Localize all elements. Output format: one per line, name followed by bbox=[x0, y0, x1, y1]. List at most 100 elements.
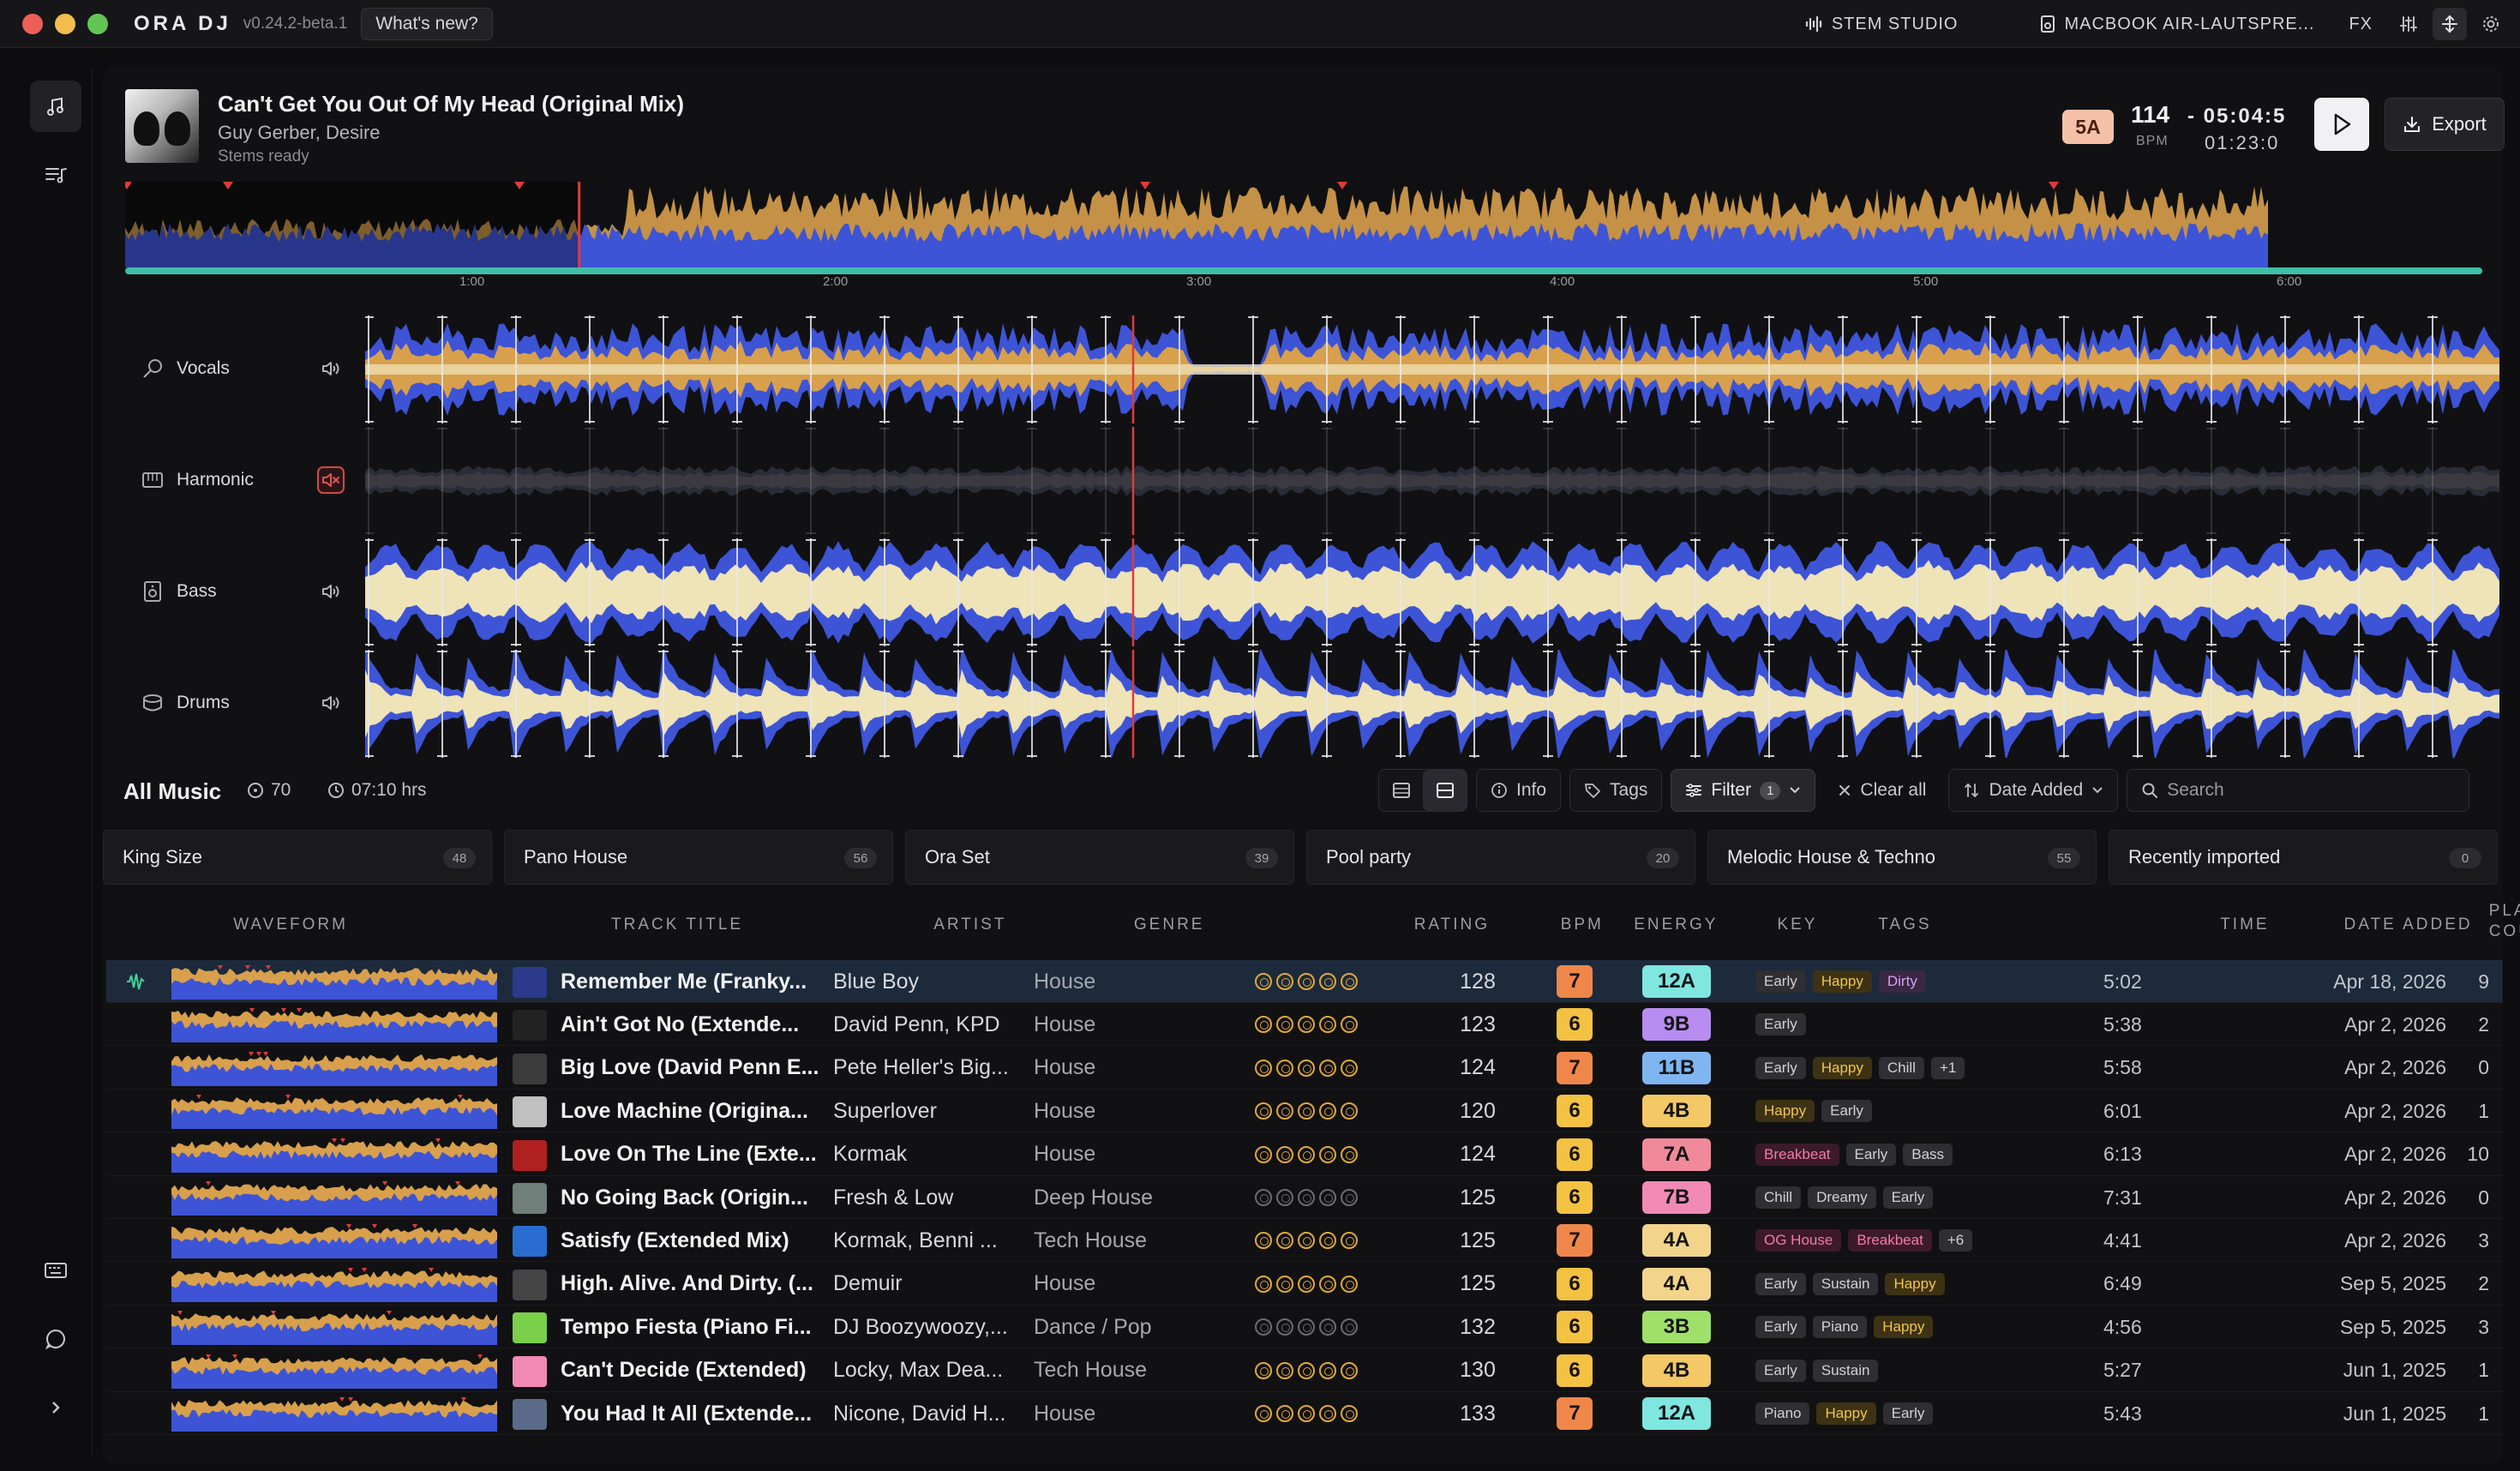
stem-mute-button[interactable] bbox=[317, 578, 345, 605]
tag-chip[interactable]: Happy bbox=[1812, 970, 1872, 993]
rating-star-icon[interactable] bbox=[1298, 1232, 1315, 1250]
track-waveform[interactable] bbox=[171, 1095, 497, 1130]
rating-star-icon[interactable] bbox=[1298, 1102, 1315, 1120]
rating-star-icon[interactable] bbox=[1255, 1361, 1272, 1379]
close-window-button[interactable] bbox=[22, 13, 43, 34]
track-waveform[interactable] bbox=[171, 1397, 497, 1432]
track-waveform[interactable] bbox=[171, 1311, 497, 1346]
tag-chip[interactable]: Happy bbox=[1874, 1316, 1934, 1339]
zoom-window-button[interactable] bbox=[87, 13, 108, 34]
rating-star-icon[interactable] bbox=[1298, 1361, 1315, 1379]
rating-star-icon[interactable] bbox=[1255, 1318, 1272, 1336]
col-play-count-line1[interactable]: PLAY bbox=[2488, 902, 2520, 920]
table-row[interactable]: Ain't Got No (Extende... David Penn, KPD H… bbox=[106, 1003, 2503, 1047]
list-view-button[interactable] bbox=[1379, 770, 1423, 811]
tag-chip[interactable]: Dreamy bbox=[1808, 1186, 1876, 1209]
track-waveform[interactable] bbox=[171, 965, 497, 1000]
rating-star-icon[interactable] bbox=[1255, 1016, 1272, 1034]
rating-star-icon[interactable] bbox=[1276, 973, 1293, 990]
track-rating[interactable] bbox=[1255, 1090, 1358, 1132]
tag-chip[interactable]: Early bbox=[1755, 970, 1806, 993]
table-row[interactable]: Tempo Fiesta (Piano Fi... DJ Boozywoozy,.… bbox=[106, 1306, 2503, 1349]
track-waveform[interactable] bbox=[171, 1267, 497, 1302]
playlist-card[interactable]: King Size 48 bbox=[103, 830, 492, 885]
tag-chip[interactable]: Happy bbox=[1812, 1056, 1872, 1079]
stems-view-button[interactable] bbox=[2433, 8, 2467, 40]
track-waveform[interactable] bbox=[171, 1138, 497, 1173]
table-row[interactable]: High. Alive. And Dirty. (... Demuir House 1… bbox=[106, 1263, 2503, 1306]
table-row[interactable]: Remember Me (Franky... Blue Boy House 128 7 1… bbox=[106, 960, 2503, 1003]
col-play-count-line2[interactable]: COUNT bbox=[2488, 922, 2520, 940]
tag-chip[interactable]: Early bbox=[1755, 1272, 1806, 1295]
rating-star-icon[interactable] bbox=[1319, 1361, 1336, 1379]
sidebar-chat-button[interactable] bbox=[30, 1313, 81, 1365]
rating-star-icon[interactable] bbox=[1341, 1102, 1358, 1120]
rating-star-icon[interactable] bbox=[1276, 1016, 1293, 1034]
playlist-card[interactable]: Melodic House & Techno 55 bbox=[1707, 830, 2097, 885]
tag-chip[interactable]: Early bbox=[1882, 1402, 1934, 1425]
fx-button[interactable]: FX bbox=[2349, 15, 2373, 34]
col-title[interactable]: TRACK TITLE bbox=[611, 916, 744, 934]
table-row[interactable]: No Going Back (Origin... Fresh & Low Deep … bbox=[106, 1176, 2503, 1219]
rating-star-icon[interactable] bbox=[1319, 1318, 1336, 1336]
tag-chip[interactable]: Happy bbox=[1816, 1402, 1876, 1425]
settings-button[interactable] bbox=[2474, 8, 2508, 40]
track-rating[interactable] bbox=[1255, 1263, 1358, 1306]
rating-star-icon[interactable] bbox=[1276, 1275, 1293, 1293]
rating-star-icon[interactable] bbox=[1298, 1189, 1315, 1206]
rating-star-icon[interactable] bbox=[1276, 1361, 1293, 1379]
playlist-card[interactable]: Ora Set 39 bbox=[905, 830, 1294, 885]
sidebar-expand-button[interactable] bbox=[30, 1382, 81, 1433]
table-row[interactable]: Love Machine (Origina... Superlover House 1… bbox=[106, 1090, 2503, 1133]
track-rating[interactable] bbox=[1255, 1349, 1358, 1392]
rating-star-icon[interactable] bbox=[1255, 1145, 1272, 1163]
tag-chip[interactable]: Sustain bbox=[1812, 1359, 1879, 1382]
rating-star-icon[interactable] bbox=[1298, 1275, 1315, 1293]
rating-star-icon[interactable] bbox=[1341, 1189, 1358, 1206]
table-row[interactable]: You Had It All (Extende... Nicone, David … bbox=[106, 1392, 2503, 1435]
rating-star-icon[interactable] bbox=[1298, 1059, 1315, 1077]
rating-star-icon[interactable] bbox=[1276, 1145, 1293, 1163]
track-rating[interactable] bbox=[1255, 1306, 1358, 1348]
rating-star-icon[interactable] bbox=[1298, 1145, 1315, 1163]
rating-star-icon[interactable] bbox=[1255, 1189, 1272, 1206]
mixer-button[interactable] bbox=[2391, 8, 2426, 40]
col-time[interactable]: TIME bbox=[2220, 916, 2270, 934]
rating-star-icon[interactable] bbox=[1341, 1232, 1358, 1250]
stem-waveform[interactable] bbox=[365, 315, 2499, 423]
playlist-card[interactable]: Recently imported 0 bbox=[2109, 830, 2498, 885]
table-row[interactable]: Big Love (David Penn E... Pete Heller's B… bbox=[106, 1047, 2503, 1090]
sidebar-music-button[interactable] bbox=[30, 81, 81, 132]
rating-star-icon[interactable] bbox=[1341, 1318, 1358, 1336]
rating-star-icon[interactable] bbox=[1255, 1059, 1272, 1077]
table-row[interactable]: Love On The Line (Exte... Kormak House 124 6… bbox=[106, 1133, 2503, 1176]
rating-star-icon[interactable] bbox=[1298, 973, 1315, 990]
stem-waveform[interactable] bbox=[365, 538, 2499, 646]
col-genre[interactable]: GENRE bbox=[1133, 916, 1205, 934]
rating-star-icon[interactable] bbox=[1319, 1016, 1336, 1034]
rating-star-icon[interactable] bbox=[1341, 1361, 1358, 1379]
tag-chip[interactable]: Early bbox=[1755, 1056, 1806, 1079]
tag-chip[interactable]: Piano bbox=[1812, 1316, 1868, 1339]
stem-mute-button[interactable] bbox=[317, 466, 345, 494]
track-rating[interactable] bbox=[1255, 1133, 1358, 1176]
rating-star-icon[interactable] bbox=[1276, 1232, 1293, 1250]
rating-star-icon[interactable] bbox=[1341, 1405, 1358, 1422]
waveform-view-button[interactable] bbox=[1423, 770, 1467, 811]
rating-star-icon[interactable] bbox=[1276, 1189, 1293, 1206]
playlist-card[interactable]: Pano House 56 bbox=[504, 830, 893, 885]
tag-chip[interactable]: Early bbox=[1755, 1359, 1806, 1382]
rating-star-icon[interactable] bbox=[1341, 1275, 1358, 1293]
output-device-button[interactable]: MACBOOK AIR-LAUTSPRE... bbox=[2040, 15, 2314, 34]
sidebar-playlist-button[interactable] bbox=[30, 149, 81, 201]
stem-studio-button[interactable]: STEM STUDIO bbox=[1804, 15, 1959, 34]
track-rating[interactable] bbox=[1255, 1047, 1358, 1090]
stem-waveform[interactable] bbox=[365, 650, 2499, 758]
tag-chip[interactable]: Happy bbox=[1885, 1272, 1945, 1295]
rating-star-icon[interactable] bbox=[1255, 1405, 1272, 1422]
rating-star-icon[interactable] bbox=[1341, 1059, 1358, 1077]
rating-star-icon[interactable] bbox=[1319, 973, 1336, 990]
track-rating[interactable] bbox=[1255, 1219, 1358, 1262]
track-rating[interactable] bbox=[1255, 1392, 1358, 1435]
tag-chip[interactable]: Breakbeat bbox=[1848, 1229, 1932, 1252]
